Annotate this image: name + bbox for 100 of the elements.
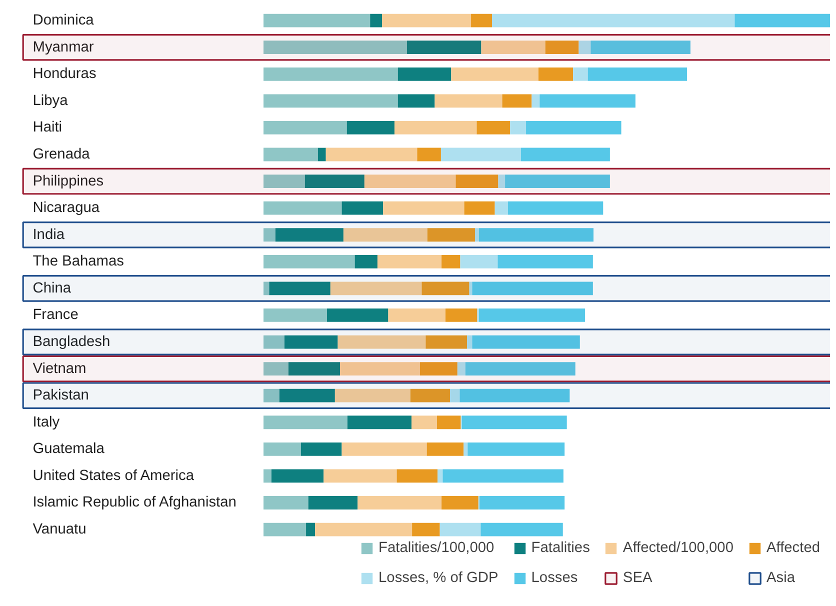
bar: [338, 335, 426, 349]
bar: [434, 94, 502, 108]
bar: [420, 362, 458, 376]
bar: [440, 522, 481, 536]
bar: [471, 14, 492, 28]
bar: [460, 388, 570, 402]
bar: [269, 282, 330, 296]
bar: [573, 67, 588, 81]
bar: [264, 416, 348, 430]
bar: [442, 469, 564, 483]
bar: [438, 469, 443, 483]
y-tick-label: Bangladesh: [32, 334, 110, 350]
y-tick-label: Grenada: [32, 146, 91, 163]
bar: [264, 67, 398, 81]
bar: [264, 254, 355, 268]
y-tick-label: The Bahamas: [32, 254, 124, 270]
legend-label: SEA: [622, 570, 652, 586]
bar: [464, 201, 495, 215]
legend-label: Fatalities/100,000: [378, 540, 494, 556]
bar: [498, 174, 506, 188]
bar: [346, 121, 394, 134]
bar: [330, 282, 422, 296]
bar: [480, 496, 565, 510]
bar: [462, 416, 567, 430]
bar: [494, 201, 508, 215]
bar: [476, 121, 510, 134]
bar: [264, 228, 276, 242]
bar: [264, 442, 301, 456]
bar: [284, 335, 338, 349]
y-tick-label: Italy: [32, 414, 60, 430]
y-tick-label: India: [32, 226, 66, 243]
legend-label: Affected: [766, 540, 820, 556]
bar: [308, 496, 358, 510]
bar: [388, 308, 446, 322]
bar: [327, 308, 388, 322]
bar: [545, 40, 579, 54]
bar: [437, 416, 461, 430]
bar: [398, 67, 452, 81]
bar: [460, 254, 498, 268]
bar: [377, 254, 442, 268]
bar: [279, 388, 335, 402]
bar: [370, 14, 382, 28]
bar: [300, 442, 342, 456]
bar: [456, 174, 498, 188]
bar: [734, 14, 830, 28]
bar: [318, 148, 326, 162]
bar: [264, 308, 328, 322]
legend-label: Fatalities: [531, 540, 590, 556]
bar: [474, 228, 479, 242]
bar: [326, 148, 418, 162]
bar: [264, 40, 407, 54]
bar: [264, 121, 347, 134]
bar: [264, 94, 398, 108]
bar: [264, 388, 280, 402]
y-tick-label: Haiti: [32, 120, 62, 136]
bar: [451, 67, 538, 81]
bar: [396, 469, 438, 483]
bar: [394, 121, 477, 134]
bar: [358, 496, 442, 510]
bar: [264, 148, 318, 162]
bar: [481, 40, 546, 54]
bar: [540, 94, 636, 108]
legend-label: Asia: [766, 570, 795, 586]
bar: [343, 228, 428, 242]
bar: [275, 228, 344, 242]
bar: [411, 416, 437, 430]
bar: [264, 174, 305, 188]
bar: [417, 148, 441, 162]
bar: [590, 40, 690, 54]
bar: [472, 282, 593, 296]
legend-label: Losses, % of GDP: [378, 570, 498, 586]
bar: [498, 254, 593, 268]
bar: [426, 335, 468, 349]
bar: [383, 201, 464, 215]
bar: [510, 121, 526, 134]
bar: [508, 201, 604, 215]
bar: [264, 522, 306, 536]
y-tick-label: Guatemala: [32, 441, 106, 458]
bar: [264, 201, 342, 215]
bar: [442, 496, 478, 510]
bar: [422, 282, 470, 296]
y-tick-label: Honduras: [32, 66, 96, 82]
bar: [364, 174, 456, 188]
y-tick-label: United States of America: [32, 468, 195, 484]
bar: [306, 522, 316, 536]
bar: [271, 469, 324, 483]
bar: [520, 148, 610, 162]
bar: [468, 442, 565, 456]
bar: [354, 254, 378, 268]
y-tick-label: China: [32, 280, 72, 296]
bar: [398, 94, 435, 108]
bar: [342, 201, 384, 215]
legend-label: Losses: [531, 570, 578, 586]
bar: [480, 522, 563, 536]
bar: [264, 282, 270, 296]
y-tick-label: Vanuatu: [32, 522, 86, 538]
y-tick-label: Vietnam: [32, 360, 86, 377]
y-tick-label: Islamic Republic of Afghanistan: [32, 494, 236, 511]
bar: [382, 14, 472, 28]
bar: [427, 228, 475, 242]
